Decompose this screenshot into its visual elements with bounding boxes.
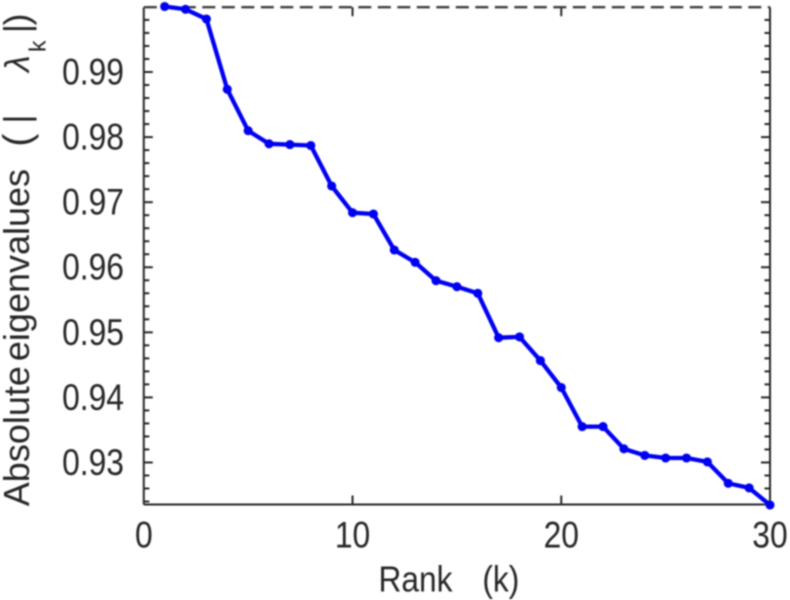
svg-text:k: k <box>25 40 51 52</box>
svg-text:20: 20 <box>544 515 579 556</box>
svg-text:0.97: 0.97 <box>62 182 124 223</box>
svg-text:Rank (k): Rank (k) <box>379 560 520 600</box>
svg-text:Absolute: Absolute <box>0 366 37 506</box>
svg-text:0.99: 0.99 <box>62 52 124 93</box>
svg-text:30: 30 <box>752 515 787 556</box>
svg-text:0.93: 0.93 <box>62 443 124 484</box>
svg-text:|: | <box>0 114 37 123</box>
svg-text:λ: λ <box>0 55 37 74</box>
svg-text:): ) <box>0 14 37 26</box>
svg-text:|: | <box>0 24 37 33</box>
svg-text:eigenvalues: eigenvalues <box>0 169 37 361</box>
svg-text:0.95: 0.95 <box>62 313 124 354</box>
svg-text:0: 0 <box>135 515 153 556</box>
svg-text:(: ( <box>0 134 40 147</box>
svg-text:0.96: 0.96 <box>62 248 124 289</box>
svg-text:0.94: 0.94 <box>62 378 124 419</box>
svg-text:10: 10 <box>335 515 370 556</box>
svg-text:0.98: 0.98 <box>62 117 124 158</box>
